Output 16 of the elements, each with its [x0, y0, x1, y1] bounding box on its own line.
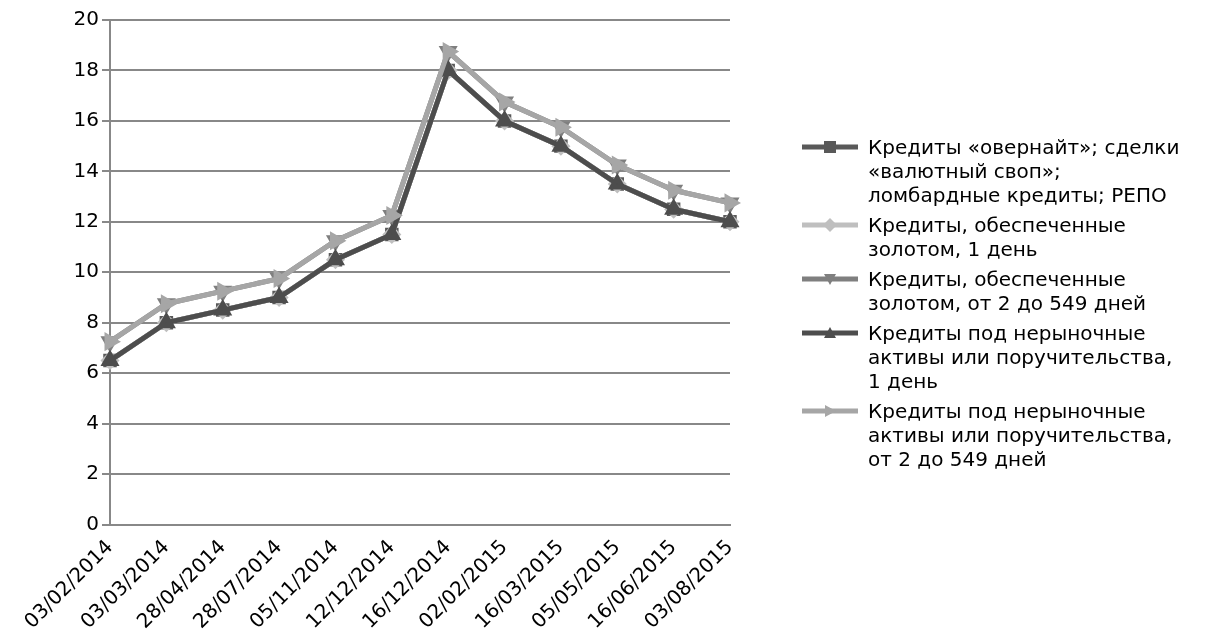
y-tick-label: 6 — [86, 359, 99, 384]
y-tick-label: 16 — [73, 107, 99, 132]
legend-label: Кредиты «овернайт»; сделки «валютный своп»; ломбардные кредиты; РЕПО — [868, 135, 1181, 207]
legend-label: Кредиты под нерыночные активы или поручительства, 1 день — [868, 321, 1174, 393]
y-tick-label: 4 — [86, 409, 99, 434]
legend-label: Кредиты, обеспеченные золотом, 1 день — [868, 213, 1127, 261]
y-tick-label: 10 — [73, 258, 99, 283]
y-tick-label: 0 — [86, 510, 99, 535]
y-tick-label: 8 — [86, 308, 99, 333]
legend-label: Кредиты под нерыночные активы или поручительства, от 2 до 549 дней — [868, 399, 1174, 471]
y-tick-label: 14 — [73, 157, 99, 182]
y-tick-label: 18 — [73, 56, 99, 81]
y-tick-label: 20 — [73, 6, 99, 31]
y-tick-label: 2 — [86, 460, 99, 485]
y-tick-label: 12 — [73, 208, 99, 233]
legend-label: Кредиты, обеспеченные золотом, от 2 до 549 дней — [868, 267, 1148, 315]
